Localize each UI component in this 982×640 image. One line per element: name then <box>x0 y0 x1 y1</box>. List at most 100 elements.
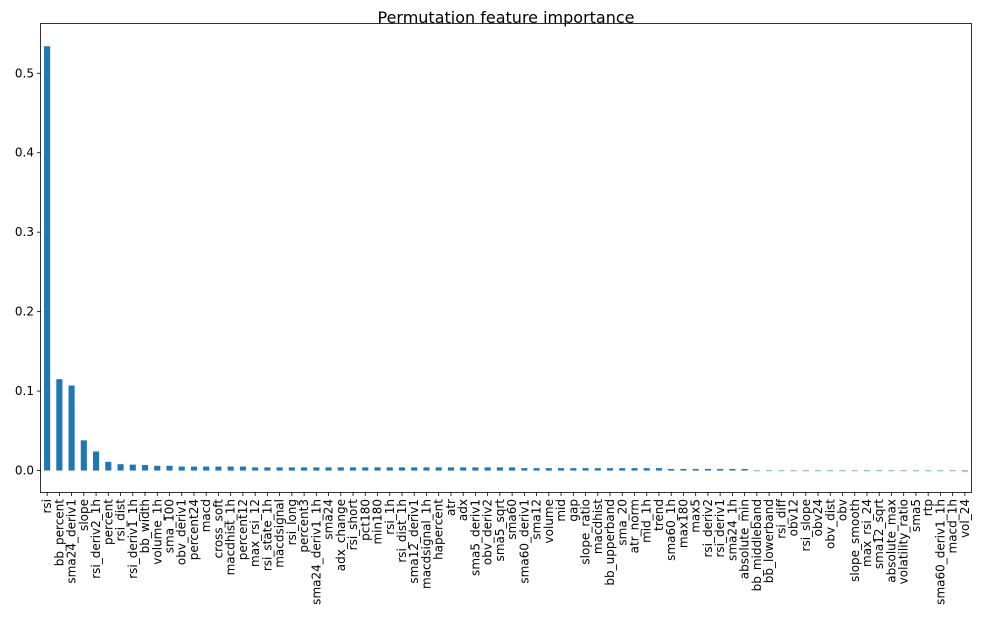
bar-slope-ratio <box>582 468 589 471</box>
x-tick-label: rsi_deriv1 <box>713 499 727 558</box>
bar-sma5-sqrt <box>496 467 503 471</box>
x-tick-label: sma24_deriv1 <box>65 499 79 584</box>
x-tick-label: atr <box>444 499 458 516</box>
bar-sma24-deriv1 <box>68 385 75 471</box>
x-tick-label: sma60_deriv1_1h <box>933 499 947 605</box>
bar-macdhist <box>594 468 601 471</box>
bar-rsi-dist-1h <box>398 467 406 471</box>
bar-sma5-deriv1 <box>472 467 479 471</box>
x-tick-label: sma12_sqrt <box>872 499 886 569</box>
x-tick-label: percent3 <box>297 499 311 553</box>
bar-rsi-diff <box>778 470 785 472</box>
x-tick-label: sma60_1h <box>664 499 678 561</box>
x-tick-label: absolute_max <box>884 499 898 583</box>
x-tick-label: macdsignal <box>273 499 287 568</box>
bar-rsi-deriv2-1h <box>93 451 100 471</box>
x-tick-label: rsi_dist_1h <box>395 499 409 563</box>
bar-sma24-1h <box>729 468 736 471</box>
y-tick-label: 0.4 <box>15 146 34 160</box>
bar-hapercent <box>435 467 442 471</box>
x-tick-label: rsi_dist <box>114 499 128 542</box>
bar-mid <box>558 468 565 471</box>
bar-adx <box>460 467 467 471</box>
bar-sma-100 <box>166 465 173 471</box>
bar-rsi-1h <box>386 467 393 471</box>
x-tick-label: slope_smooth <box>848 499 862 582</box>
x-tick-label: mid_1h <box>640 499 654 543</box>
x-tick-label: gap <box>566 499 580 522</box>
x-tick-label: rsi_state_1h <box>260 499 274 571</box>
bar-volume-1h <box>154 465 161 471</box>
y-tick-label: 0.0 <box>15 464 34 478</box>
x-tick-label: sma60 <box>505 499 519 540</box>
y-tick-label: 0.3 <box>15 225 34 239</box>
x-tick-label: rsi_long <box>285 499 299 545</box>
x-tick-label: sma24_deriv1_1h <box>309 499 323 605</box>
bar-sma60-deriv1-1h <box>937 470 944 472</box>
x-tick-label: rsi <box>40 499 54 514</box>
x-tick-label: rsi_short <box>346 499 360 551</box>
bar-sma12-deriv1 <box>411 467 418 471</box>
bar-sma12-sqrt <box>876 470 883 472</box>
bar-max180 <box>680 468 687 471</box>
x-tick-label: sma12_deriv1 <box>407 499 421 584</box>
x-tick-label: rsi_1h <box>383 499 397 535</box>
y-axis: 0.0 0.1 0.2 0.3 0.4 0.5 <box>15 66 41 478</box>
x-tick-label: sma_100 <box>162 499 176 553</box>
bar-rtp <box>925 470 932 472</box>
x-tick-label: slope_ratio <box>579 499 593 565</box>
x-tick-label: max5 <box>689 499 703 533</box>
x-tick-label: bb_middleband <box>750 499 764 591</box>
x-tick-label: macdsignal_1h <box>419 499 433 589</box>
bar-volume <box>545 468 552 471</box>
bar-percent24 <box>190 466 198 471</box>
x-tick-label: obv_deriv2 <box>481 499 495 565</box>
bar-sma24-deriv1-1h <box>313 467 320 471</box>
bar-sma60 <box>509 467 516 471</box>
x-tick-label: adx_change <box>334 499 348 571</box>
bar-bb-lowerband <box>766 470 773 472</box>
x-tick-label: mid <box>554 499 568 522</box>
bar-obv-deriv2 <box>484 467 491 471</box>
bar-macd-1h <box>949 470 956 472</box>
bar-sma12 <box>533 468 540 471</box>
bar-bb-width <box>141 464 149 471</box>
chart-title: Permutation feature importance <box>377 8 634 27</box>
x-tick-label: slope <box>77 499 91 531</box>
bar-max-rsi-24 <box>863 470 871 472</box>
x-tick-label: sma5_deriv1 <box>468 499 482 576</box>
bar-min180 <box>374 467 381 471</box>
bar-trend <box>655 468 663 471</box>
bar-max5 <box>692 468 699 471</box>
x-tick-label: rsi_deriv2 <box>701 499 715 558</box>
bar-obv24 <box>814 470 822 472</box>
bar-max-rsi-12 <box>252 467 259 471</box>
x-tick-label: rsi_deriv2_1h <box>89 499 103 579</box>
x-tick-label: obv_deriv1 <box>175 499 189 565</box>
bar-sma-20 <box>619 468 626 471</box>
bar-rsi-deriv1 <box>717 468 724 471</box>
x-tick-label: vol_24 <box>958 499 972 538</box>
x-tick-label: macdhist_1h <box>224 499 238 575</box>
x-tick-label: obv12 <box>787 499 801 536</box>
bar-bb-percent <box>56 379 63 471</box>
x-tick-label: obv_dist <box>823 499 837 549</box>
x-tick-label: obv <box>836 499 850 521</box>
x-tick-label: min180 <box>371 499 385 545</box>
x-tick-label: macd <box>199 499 213 532</box>
bar-rsi-slope <box>802 470 809 472</box>
bar-obv <box>839 470 846 472</box>
x-tick-label: bb_percent <box>52 499 66 566</box>
x-tick-label: volatility_ratio <box>897 499 911 584</box>
x-tick-label: percent24 <box>187 499 201 560</box>
x-tick-label: volume_1h <box>150 499 164 565</box>
bar-sma60-deriv1 <box>521 468 528 471</box>
bar-gap <box>570 468 577 471</box>
bar-slope <box>80 440 87 471</box>
bar-rsi-dist <box>117 464 124 471</box>
y-tick-label: 0.5 <box>15 66 34 80</box>
bars-group <box>44 46 968 472</box>
x-tick-label: atr_norm <box>627 499 641 553</box>
x-tick-label: macdhist <box>591 499 605 554</box>
x-tick-label: sma60_deriv1 <box>517 499 531 584</box>
